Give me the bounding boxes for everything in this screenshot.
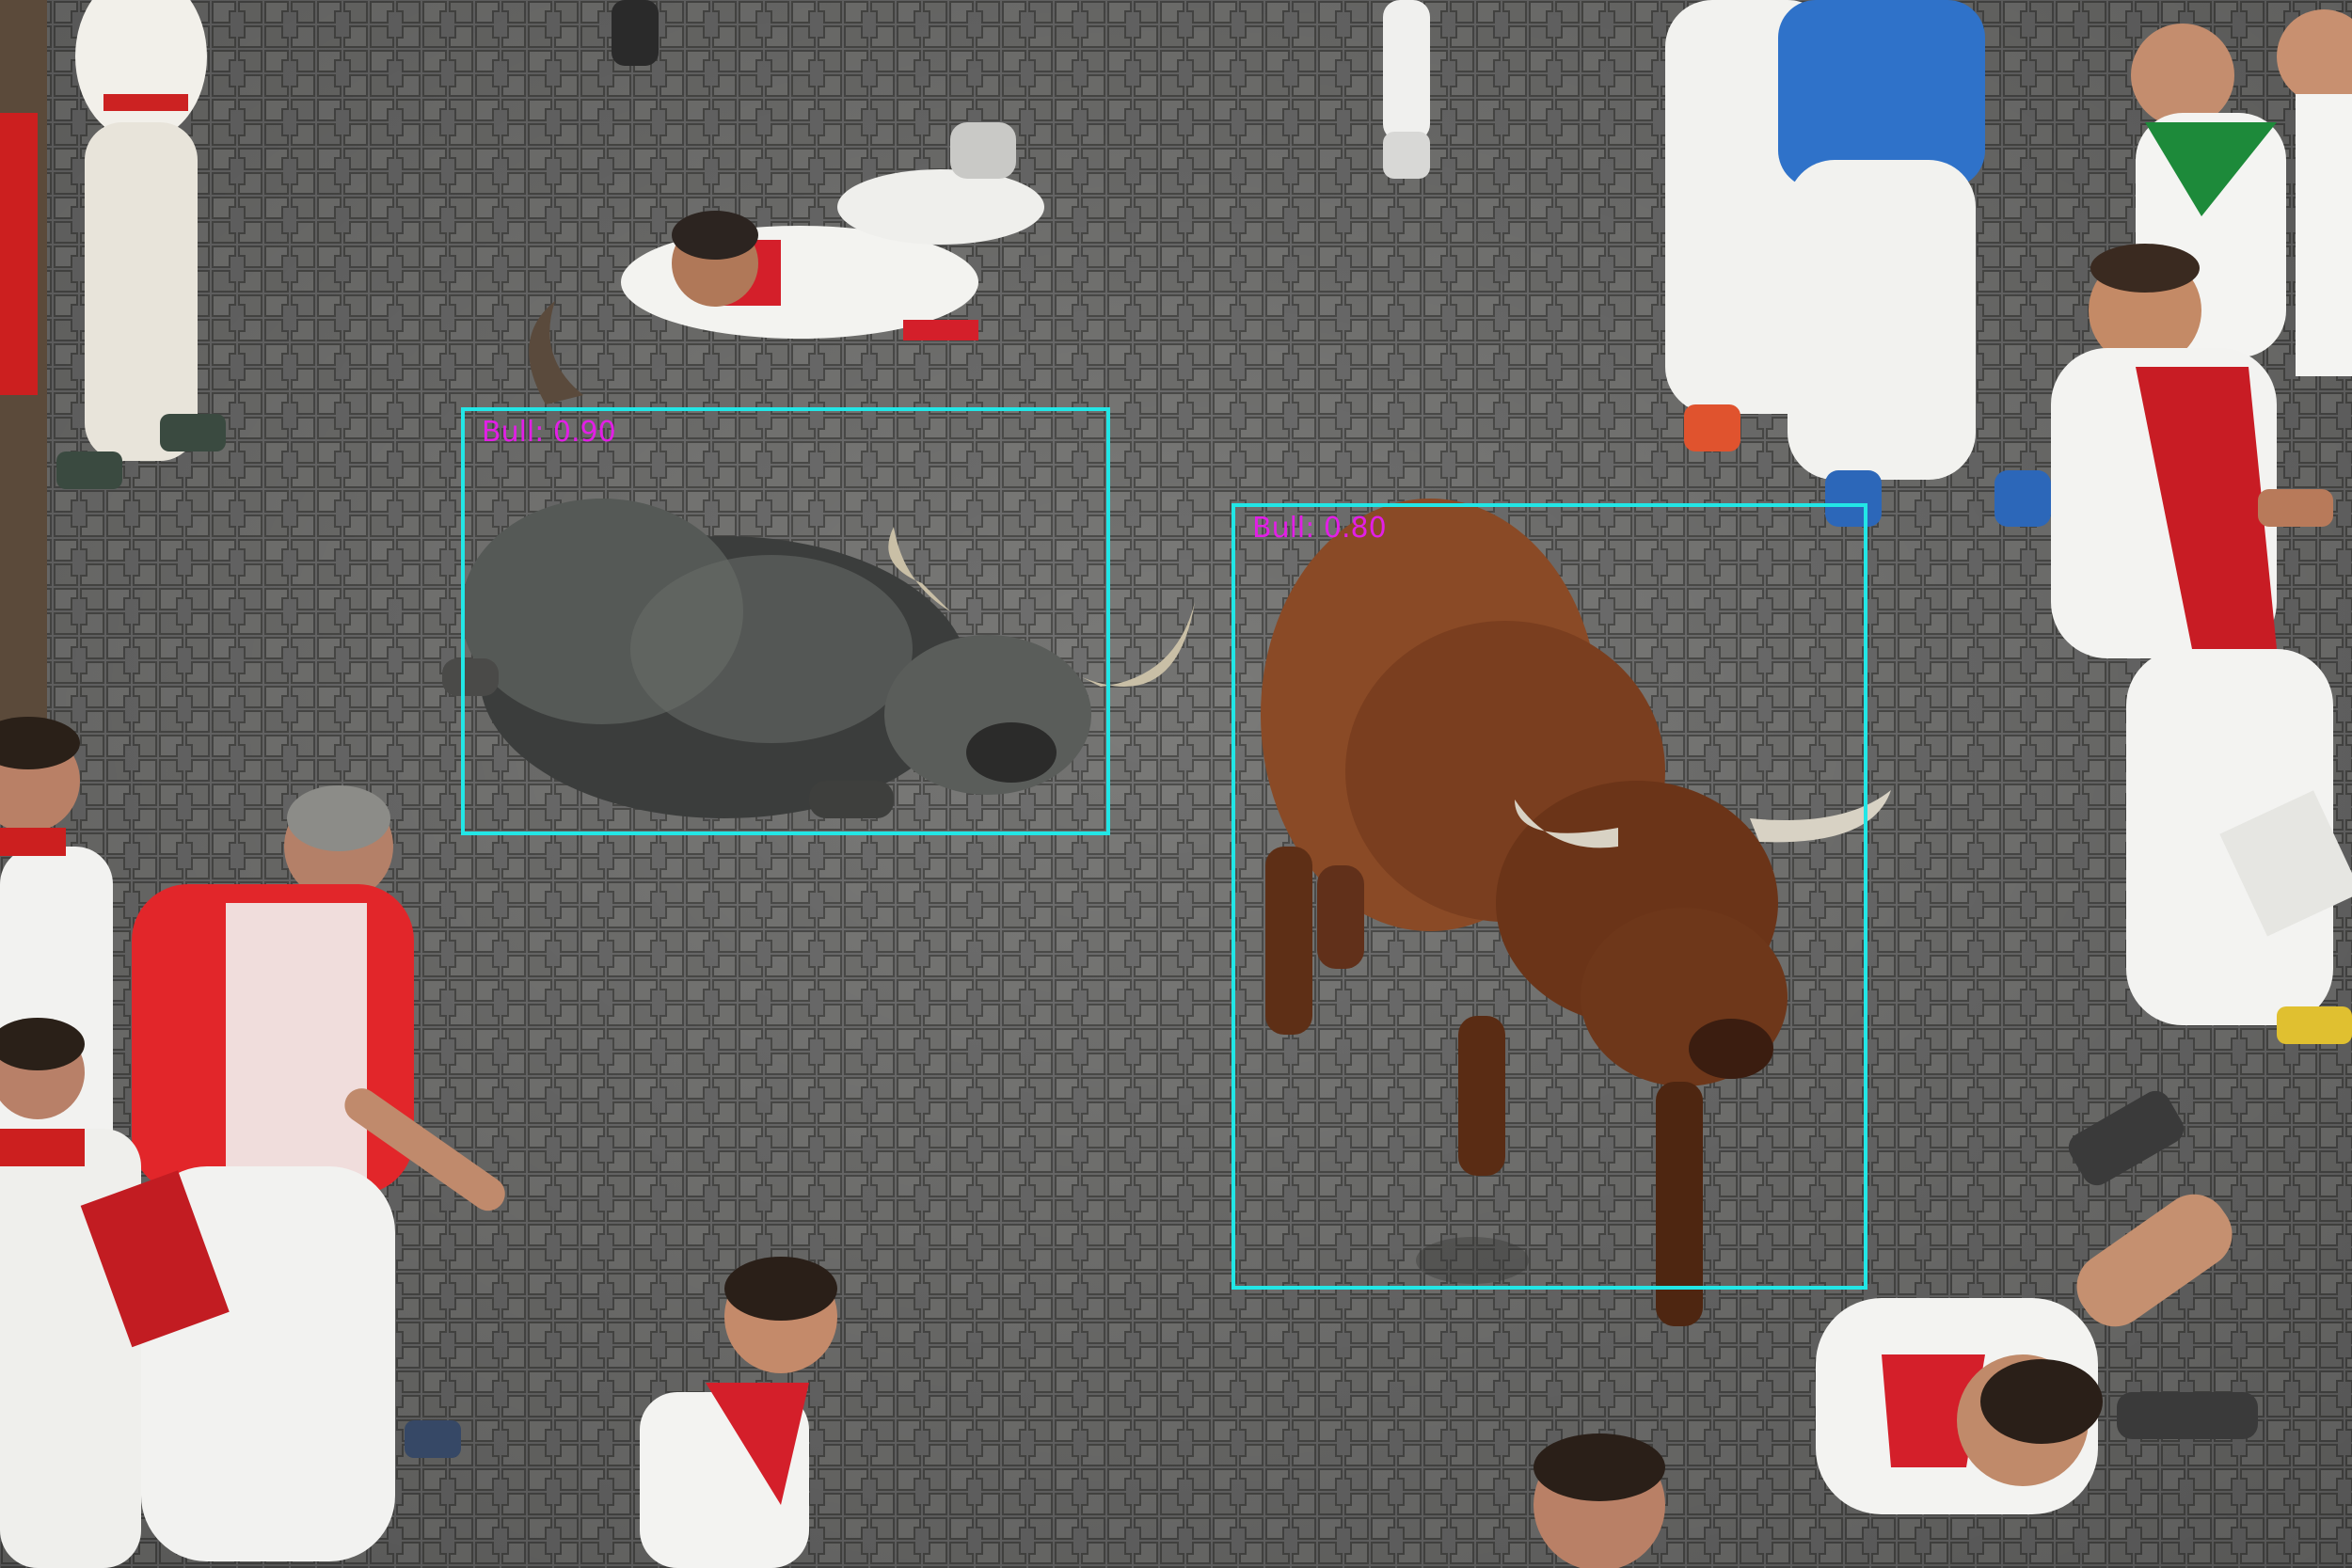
detection-box-1: Bull: 0.90: [461, 407, 1110, 835]
detection-label-2: Bull: 0.80: [1252, 512, 1387, 545]
grey-bull: [442, 301, 1195, 818]
fallen-runner-top: [621, 122, 1044, 341]
brown-bull: [1261, 499, 1891, 1326]
fallen-runner-bottom-right: [1816, 1090, 2258, 1514]
runner-right-shirt: [2051, 244, 2352, 1044]
runner-upper-left: [0, 0, 226, 489]
runner-legs-top: [612, 0, 1430, 179]
runner-bottom-center: [640, 1257, 1665, 1568]
detection-label-1: Bull: 0.90: [482, 416, 616, 449]
runners-lower-left: [0, 717, 505, 1568]
runners-top-right: [1665, 0, 2352, 527]
detection-box-2: Bull: 0.80: [1232, 503, 1867, 1290]
